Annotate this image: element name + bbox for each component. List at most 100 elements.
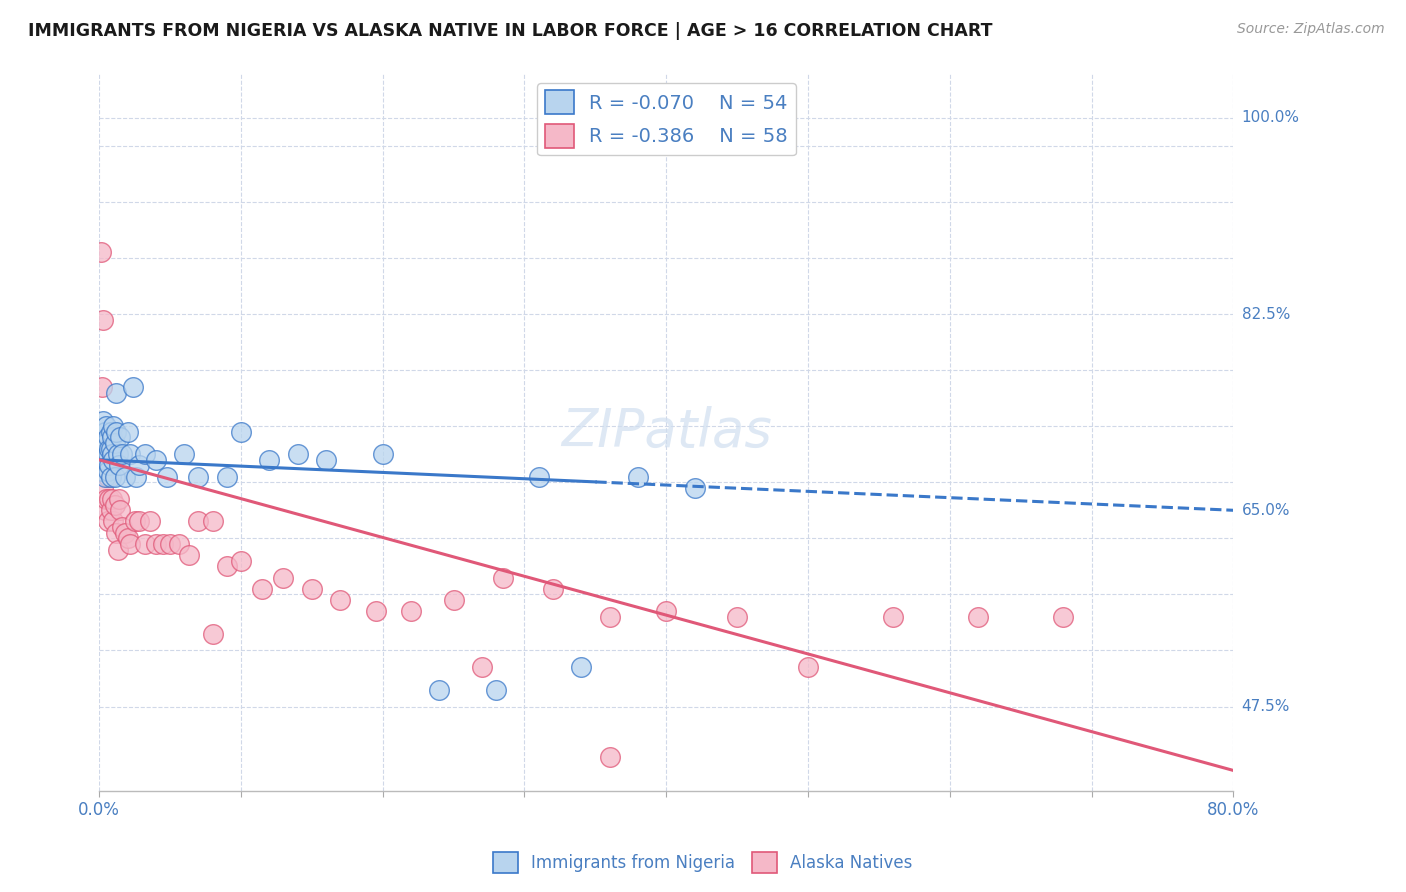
Point (125, 469, 148, 483)
Point (134, 537, 156, 551)
Point (882, 609, 904, 624)
Point (100, 442, 122, 456)
Point (91, 464, 114, 478)
Point (139, 515, 162, 529)
Point (527, 469, 550, 483)
Point (124, 515, 146, 529)
Point (103, 452, 125, 467)
Point (443, 593, 465, 607)
Point (201, 515, 224, 529)
Point (110, 430, 132, 444)
Point (97, 469, 120, 483)
Point (173, 447, 195, 461)
Point (128, 515, 150, 529)
Point (114, 469, 136, 483)
Point (655, 604, 678, 618)
Point (541, 582, 564, 596)
Point (683, 481, 706, 495)
Point (96, 419, 118, 434)
Legend: Immigrants from Nigeria, Alaska Natives: Immigrants from Nigeria, Alaska Natives (486, 846, 920, 880)
Point (111, 447, 134, 461)
Text: Source: ZipAtlas.com: Source: ZipAtlas.com (1237, 22, 1385, 37)
Point (122, 380, 145, 394)
Point (229, 425, 252, 439)
Point (90, 245, 112, 260)
Point (100, 447, 122, 461)
Point (599, 609, 621, 624)
Text: 82.5%: 82.5% (1241, 307, 1289, 321)
Point (103, 419, 125, 434)
Point (104, 436, 127, 450)
Point (94, 452, 117, 467)
Point (145, 452, 167, 467)
Point (301, 795, 323, 809)
Point (114, 525, 136, 540)
Point (107, 447, 129, 461)
Point (627, 469, 650, 483)
Point (108, 491, 131, 506)
Point (259, 452, 281, 467)
Point (315, 452, 337, 467)
Point (98, 491, 121, 506)
Point (967, 609, 990, 624)
Point (167, 537, 190, 551)
Point (939, 862, 962, 876)
Point (97, 447, 120, 461)
Text: 47.5%: 47.5% (1241, 699, 1289, 714)
Point (471, 660, 494, 674)
Point (97, 515, 120, 529)
Point (104, 498, 127, 512)
Point (371, 447, 394, 461)
Point (91, 380, 114, 394)
Point (98, 442, 121, 456)
Point (159, 537, 181, 551)
Point (97, 430, 120, 444)
Point (93, 312, 115, 326)
Point (187, 515, 209, 529)
Point (101, 491, 124, 506)
Text: IMMIGRANTS FROM NIGERIA VS ALASKA NATIVE IN LABOR FORCE | AGE > 16 CORRELATION C: IMMIGRANTS FROM NIGERIA VS ALASKA NATIVE… (28, 22, 993, 40)
Point (399, 604, 422, 618)
Point (94, 503, 117, 517)
Point (93, 414, 115, 428)
Point (103, 515, 125, 529)
Point (111, 520, 134, 534)
Point (107, 542, 129, 557)
Point (301, 582, 323, 596)
Point (104, 469, 127, 483)
Point (117, 425, 139, 439)
Point (201, 626, 224, 640)
Point (94, 469, 117, 483)
Point (96, 436, 118, 450)
Point (96, 452, 118, 467)
Text: 65.0%: 65.0% (1241, 503, 1291, 517)
Point (120, 537, 142, 551)
Text: 100.0%: 100.0% (1241, 111, 1299, 126)
Point (725, 609, 748, 624)
Point (156, 469, 179, 483)
Point (117, 531, 139, 545)
Point (94, 425, 117, 439)
Point (105, 525, 128, 540)
Point (152, 537, 174, 551)
Point (134, 447, 156, 461)
Point (252, 582, 274, 596)
Point (569, 660, 592, 674)
Point (599, 750, 621, 764)
Point (215, 559, 238, 574)
Point (108, 458, 131, 473)
Point (93, 447, 115, 461)
Point (97, 464, 120, 478)
Point (94, 452, 117, 467)
Point (215, 469, 238, 483)
Point (96, 458, 118, 473)
Point (177, 548, 200, 562)
Point (98, 458, 121, 473)
Point (101, 447, 124, 461)
Point (105, 385, 128, 400)
Text: ZIPatlas: ZIPatlas (561, 406, 772, 458)
Point (93, 481, 115, 495)
Point (187, 469, 209, 483)
Point (101, 430, 124, 444)
Point (105, 425, 128, 439)
